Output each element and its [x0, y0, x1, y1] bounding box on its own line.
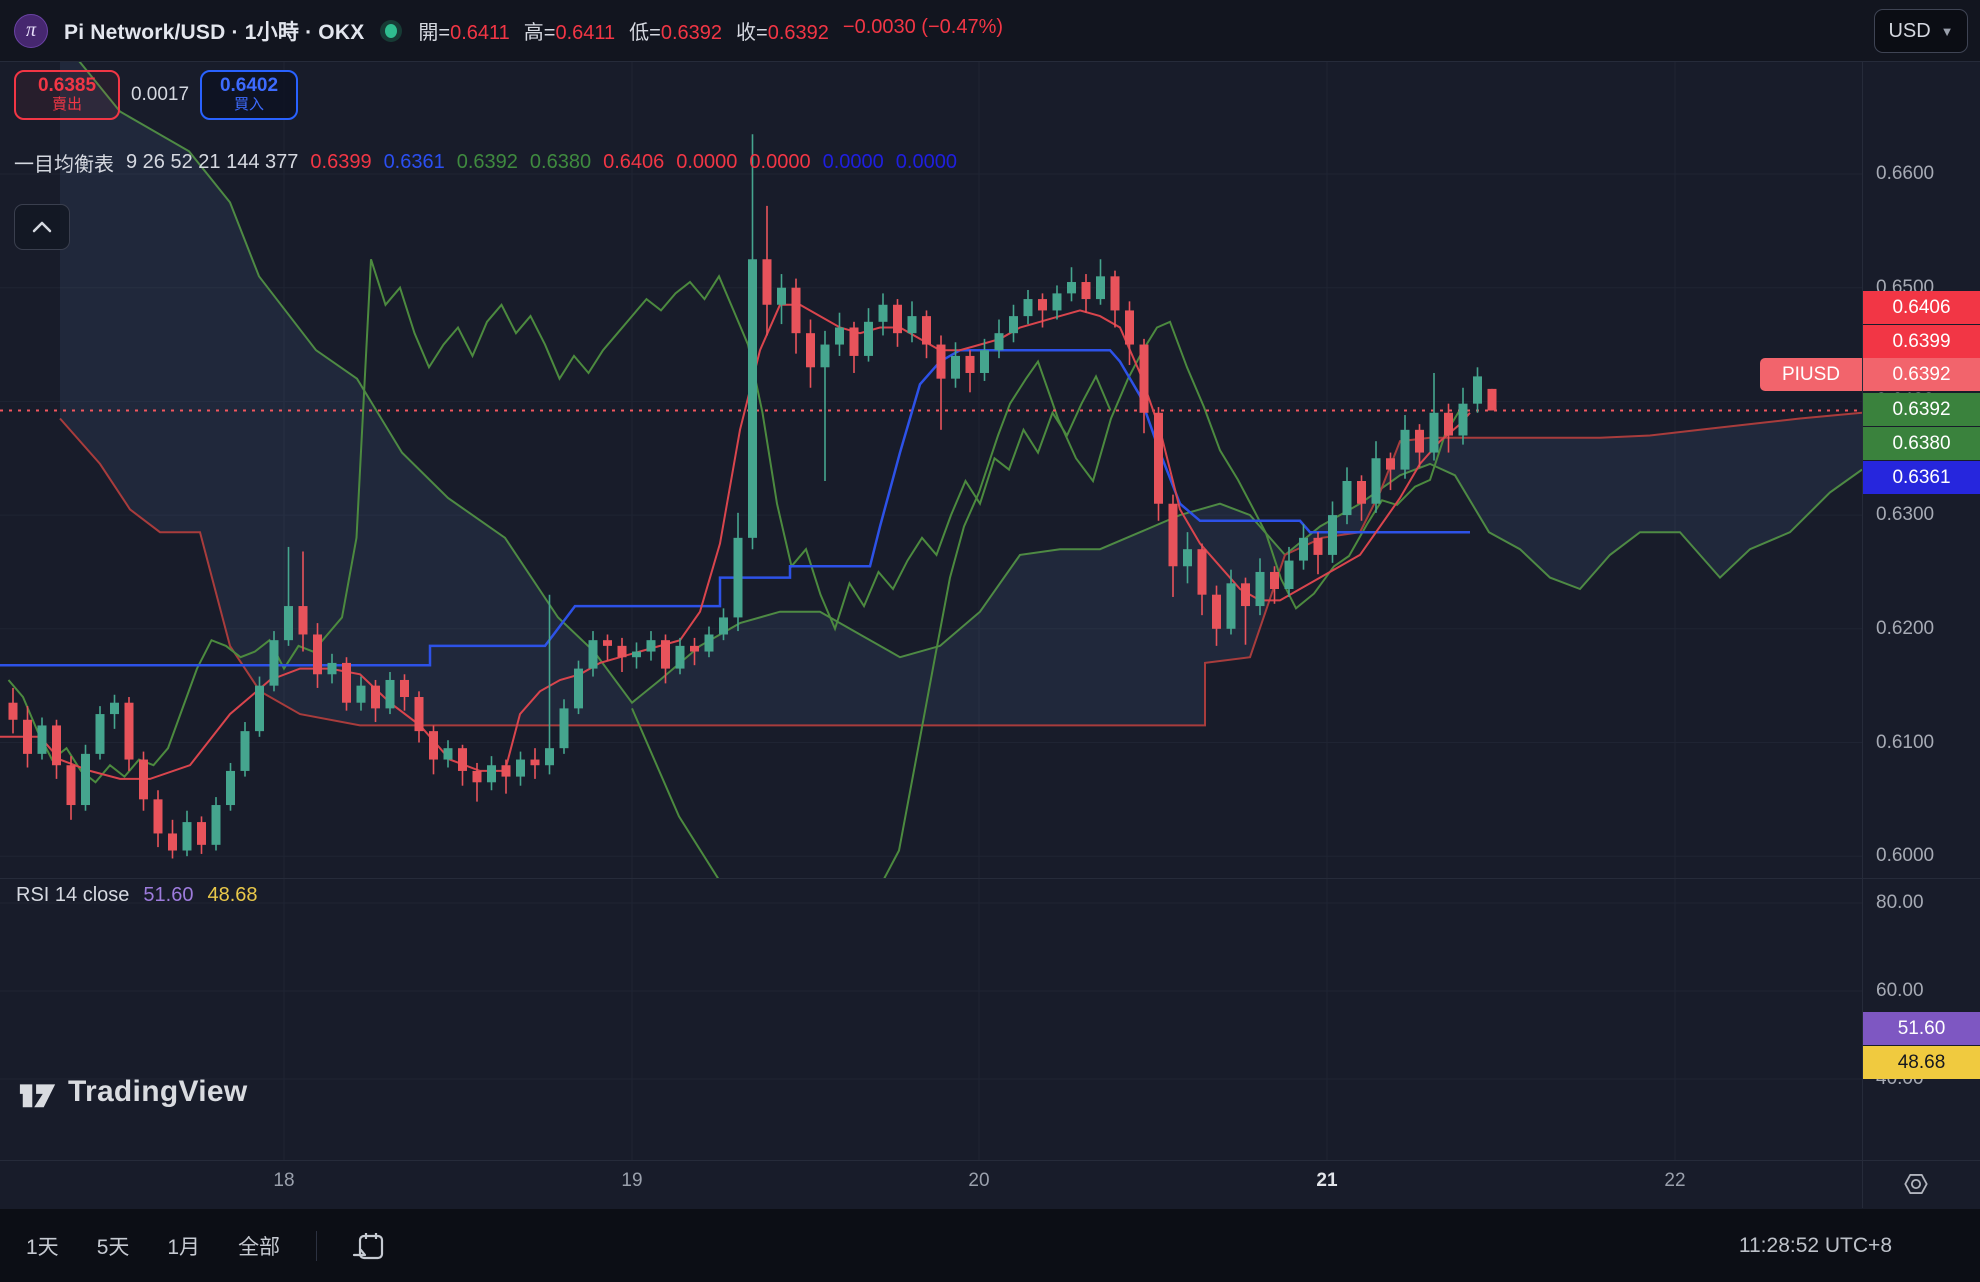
- kijun-line: [0, 348, 1470, 667]
- range-button-all[interactable]: 全部: [236, 1227, 282, 1265]
- price-axis-separator[interactable]: [1862, 62, 1863, 1208]
- indicator-value: 0.6399: [310, 151, 372, 173]
- senkou-b-line: [59, 411, 1862, 727]
- time-axis-label: 18: [273, 1170, 295, 1191]
- symbol-title[interactable]: Pi Network/USD · 1小時 · OKX: [64, 20, 365, 44]
- ichimoku-cloud: [60, 62, 1862, 726]
- rsi-badge: 51.60: [1863, 1012, 1980, 1045]
- rsi-axis-tick: 60.00: [1876, 980, 1924, 1001]
- price-badge: 0.6380: [1863, 427, 1980, 460]
- time-axis-separator: [0, 1160, 1980, 1161]
- rsi-name: RSI 14 close: [16, 884, 130, 906]
- sell-label: 賣出: [51, 96, 82, 114]
- open-label: 開=: [418, 22, 451, 44]
- close-value: 0.6392: [767, 22, 829, 44]
- rsi-ma-value: 48.68: [207, 884, 258, 906]
- currency-select[interactable]: USD ▼: [1874, 9, 1968, 53]
- price-axis-tick: 0.6300: [1876, 504, 1935, 526]
- price-badge: 0.6399: [1863, 325, 1980, 358]
- rsi-value: 51.60: [143, 884, 194, 906]
- price-axis-tick: 0.6200: [1876, 617, 1935, 639]
- ichimoku-legend[interactable]: 一目均衡表 9 26 52 21 144 377 0.6399 0.6361 0…: [14, 148, 957, 177]
- price-badge: 0.6361: [1863, 461, 1980, 494]
- tradingview-logo-icon: [19, 1084, 56, 1108]
- indicator-params: 9 26 52 21 144 377: [126, 151, 299, 173]
- chevron-up-icon: [32, 221, 52, 233]
- range-button-5d[interactable]: 5天: [95, 1227, 132, 1265]
- range-button-1m[interactable]: 1月: [165, 1227, 202, 1265]
- main-pane[interactable]: [0, 38, 1862, 999]
- buy-price: 0.6402: [219, 75, 279, 97]
- currency-value: USD: [1888, 19, 1931, 42]
- range-button-1d[interactable]: 1天: [24, 1227, 61, 1265]
- indicator-value: 0.6406: [603, 151, 665, 173]
- pi-network-logo-icon: π: [14, 13, 48, 48]
- footer-toolbar: 1天 5天 1月 全部 11:28:52 UTC+8: [0, 1209, 1980, 1282]
- rsi-ma-badge: 48.68: [1863, 1046, 1980, 1079]
- time-axis-label: 19: [621, 1170, 643, 1191]
- senkou-a-line: [78, 62, 1862, 705]
- high-value: 0.6411: [555, 22, 616, 44]
- open-value: 0.6411: [450, 22, 510, 44]
- low-value: 0.6392: [660, 22, 723, 44]
- price-axis-tick: 0.6100: [1876, 731, 1935, 753]
- time-axis-label: 21: [1316, 1170, 1338, 1191]
- gear-icon: [1904, 1174, 1928, 1194]
- market-status-icon[interactable]: [380, 19, 403, 42]
- spread-value: 0.0017: [130, 84, 190, 105]
- price-axis-tick: 0.6600: [1876, 163, 1935, 184]
- high-label: 高=: [523, 22, 556, 44]
- time-axis-label: 20: [968, 1170, 990, 1191]
- price-badge: 0.6406: [1863, 291, 1980, 324]
- price-badge: 0.6392: [1863, 393, 1980, 426]
- ohlc-readout: 開=0.6411 高=0.6411 低=0.6392 收=0.6392 −0.0…: [418, 16, 1003, 45]
- indicator-value: 0.0000: [895, 151, 957, 173]
- indicator-value: 0.6361: [383, 151, 445, 173]
- collapse-pane-button[interactable]: [14, 204, 70, 250]
- trade-button-row: 0.6385 賣出 0.0017 0.6402 買入: [0, 62, 1980, 128]
- price-chart-canvas[interactable]: [0, 0, 1862, 1208]
- indicator-value: 0.6392: [456, 151, 518, 173]
- price-axis-tick: 0.6000: [1876, 845, 1935, 867]
- current-price-badge: 0.6392: [1863, 358, 1980, 391]
- change-value: −0.0030 (−0.47%): [842, 16, 1004, 38]
- go-to-date-button[interactable]: [351, 1228, 387, 1264]
- sell-price: 0.6385: [37, 75, 97, 97]
- time-axis-settings-button[interactable]: [1896, 1164, 1936, 1204]
- sell-button[interactable]: 0.6385 賣出: [14, 70, 120, 120]
- close-label: 收=: [736, 22, 768, 44]
- symbol-price-tag: PIUSD: [1760, 358, 1862, 391]
- indicator-value: 0.0000: [749, 151, 811, 173]
- candles: [8, 134, 1497, 859]
- indicator-value: 0.0000: [822, 151, 884, 173]
- grid-lines: [0, 62, 1862, 1160]
- footer-divider: [316, 1230, 318, 1261]
- rsi-legend[interactable]: RSI 14 close 51.60 48.68: [16, 884, 258, 907]
- rsi-axis-tick: 80.00: [1876, 892, 1924, 913]
- low-label: 低=: [629, 22, 661, 44]
- chikou-line: [7, 258, 1112, 784]
- calendar-arrow-icon: [352, 1232, 384, 1259]
- chevron-down-icon: ▼: [1940, 23, 1954, 39]
- tradingview-watermark[interactable]: TradingView: [18, 1072, 247, 1112]
- long-span-line: [631, 320, 1462, 878]
- watermark-text: TradingView: [68, 1075, 248, 1108]
- indicator-name: 一目均衡表: [14, 154, 114, 176]
- indicator-value: 0.0000: [676, 151, 738, 173]
- clock-readout[interactable]: 11:28:52 UTC+8: [1738, 1233, 1892, 1257]
- buy-button[interactable]: 0.6402 買入: [200, 70, 298, 120]
- indicator-value: 0.6380: [529, 151, 592, 173]
- time-axis-label: 22: [1664, 1170, 1686, 1191]
- pane-separator[interactable]: [0, 878, 1980, 879]
- header-bar: π Pi Network/USD · 1小時 · OKX 開=0.6411 高=…: [0, 0, 1980, 62]
- buy-label: 買入: [233, 96, 264, 114]
